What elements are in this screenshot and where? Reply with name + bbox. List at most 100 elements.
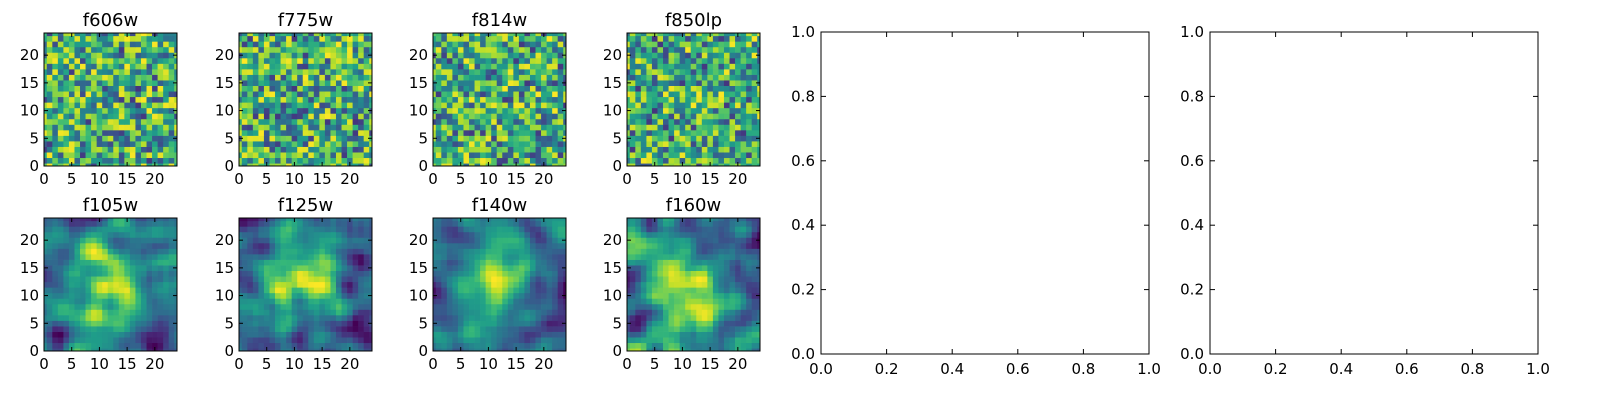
heatmap-cell (247, 63, 254, 70)
heatmap-cell (524, 57, 531, 64)
heatmap-cell (646, 118, 653, 125)
heatmap-cell (85, 107, 92, 114)
heatmap-cell (168, 326, 175, 332)
heatmap-cell (507, 52, 514, 59)
heatmap-cell (740, 270, 747, 277)
heatmap-cell (46, 242, 53, 249)
heatmap-cell (135, 242, 142, 249)
heatmap-cell (269, 41, 276, 48)
heatmap-cell (118, 237, 125, 244)
x-tick-label: 5 (67, 170, 77, 188)
heatmap-cell (735, 85, 741, 92)
heatmap-cell (85, 276, 92, 283)
heatmap-cell (746, 85, 753, 92)
heatmap-cell (174, 163, 178, 167)
heatmap-cell (358, 96, 365, 103)
heatmap-cell (297, 80, 304, 86)
heatmap-cell (335, 259, 342, 266)
heatmap-cell (330, 303, 337, 310)
heatmap-cell (712, 33, 719, 37)
heatmap-cell (352, 259, 359, 266)
heatmap-cell (168, 41, 175, 48)
heatmap-cell (446, 265, 453, 271)
heatmap-cell (146, 141, 153, 147)
heatmap-cell (313, 320, 320, 327)
heatmap-cell (729, 63, 736, 70)
heatmap-cell (46, 337, 53, 344)
heatmap-cell (696, 74, 703, 81)
heatmap-cell (452, 113, 459, 120)
heatmap-cell (679, 141, 686, 147)
heatmap-cell (52, 348, 59, 352)
heatmap-cell (513, 220, 520, 227)
heatmap-cell (496, 102, 503, 109)
heatmap-cell (352, 231, 359, 238)
heatmap-cell (723, 46, 730, 53)
heatmap-cell (563, 220, 567, 227)
heatmap-cell (358, 129, 365, 136)
heatmap-cell (291, 231, 298, 238)
heatmap-cell (446, 314, 453, 321)
heatmap-cell (80, 348, 86, 352)
heatmap-cell (85, 33, 92, 37)
heatmap-cell (140, 287, 147, 294)
heatmap-cell (735, 80, 741, 86)
heatmap-cell (627, 85, 631, 92)
heatmap-cell (80, 157, 86, 164)
heatmap-cell (129, 46, 136, 53)
heatmap-cell (463, 342, 470, 349)
heatmap-cell (68, 320, 75, 327)
heatmap-cell (474, 298, 481, 305)
heatmap-cell (313, 276, 320, 283)
heatmap-cell (502, 326, 509, 332)
heatmap-cell (496, 259, 503, 266)
heatmap-cell (712, 276, 719, 283)
heatmap-cell (241, 287, 248, 294)
heatmap-cell (668, 96, 675, 103)
heatmap-cell (168, 220, 175, 227)
heatmap-cell (446, 118, 453, 125)
heatmap-cell (701, 113, 708, 120)
heatmap-cell (80, 163, 86, 167)
heatmap-cell (513, 281, 520, 288)
heatmap-cell (463, 113, 470, 120)
heatmap-cell (646, 69, 653, 75)
heatmap-cell (646, 102, 653, 109)
heatmap-cell (52, 118, 59, 125)
heatmap-cell (529, 33, 536, 37)
heatmap-cell (524, 33, 531, 37)
heatmap-cell (513, 135, 520, 142)
heatmap-cell (452, 63, 459, 70)
heatmap-cell (308, 248, 315, 255)
heatmap-cell (663, 331, 669, 338)
heatmap-cell (496, 74, 503, 81)
heatmap-cell (313, 80, 320, 86)
heatmap-cell (80, 331, 86, 338)
heatmap-cell (347, 146, 353, 153)
heatmap-cell (685, 163, 692, 167)
heatmap-cell (518, 85, 525, 92)
heatmap-cell (729, 135, 736, 142)
heatmap-cell (563, 281, 567, 288)
heatmap-cell (297, 102, 304, 109)
heatmap-cell (457, 337, 464, 344)
heatmap-cell (358, 107, 365, 114)
heatmap-cell (135, 231, 142, 238)
heatmap-cell (352, 74, 359, 81)
heatmap-cell (646, 342, 653, 349)
heatmap-cell (751, 146, 758, 153)
heatmap-cell (280, 331, 287, 338)
heatmap-cell (341, 157, 348, 164)
heatmap-cell (319, 102, 326, 109)
heatmap-cell (529, 270, 536, 277)
heatmap-cell (668, 52, 675, 59)
heatmap-cell (286, 91, 292, 98)
heatmap-cell (269, 102, 276, 109)
heatmap-cell (63, 74, 70, 81)
heatmap-cell (740, 113, 747, 120)
heatmap-cell (563, 298, 567, 305)
heatmap-cell (663, 96, 669, 103)
heatmap-cell (135, 259, 142, 266)
heatmap-cell (729, 96, 736, 103)
heatmap-cell (239, 220, 243, 227)
